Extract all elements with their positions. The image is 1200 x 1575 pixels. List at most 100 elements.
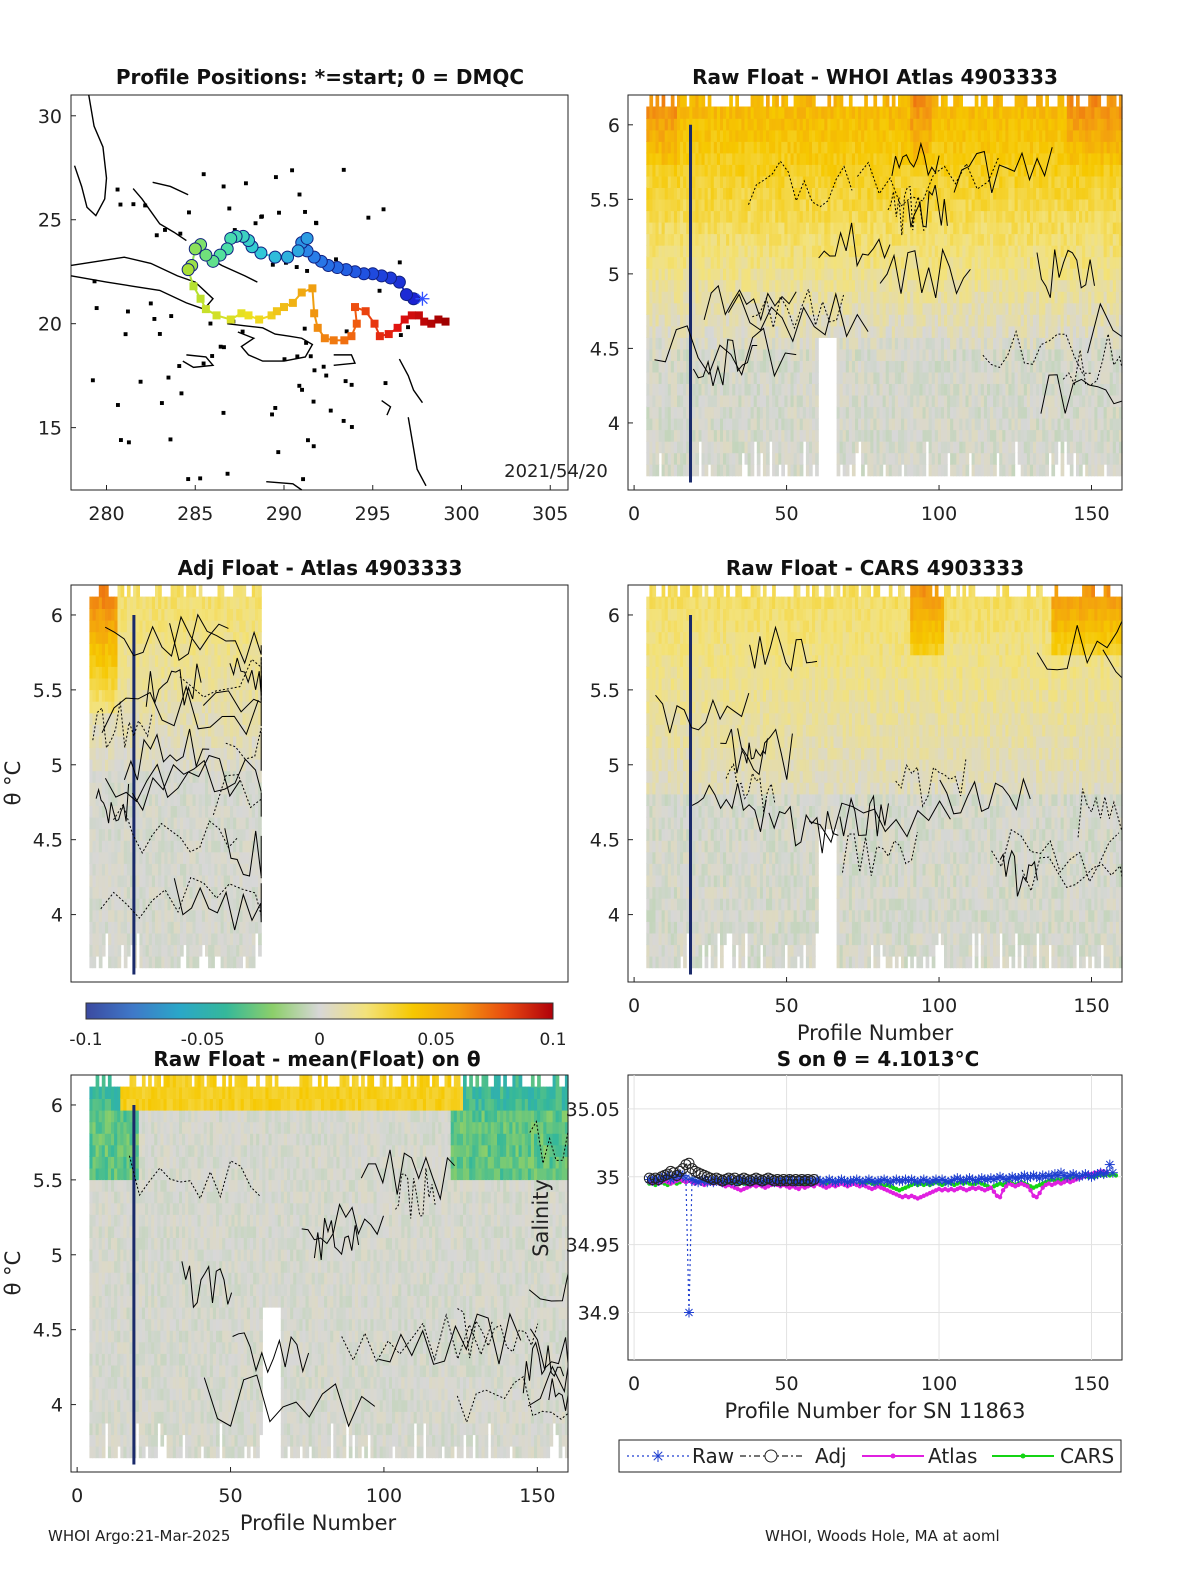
heatmap-cell — [839, 95, 844, 108]
heatmap-cell — [689, 95, 693, 108]
heatmap-cell — [944, 279, 948, 292]
heatmap-cell — [910, 221, 914, 235]
heatmap-cell — [830, 106, 835, 119]
heatmap-cell — [664, 429, 669, 442]
heatmap-cell — [655, 221, 660, 235]
heatmap-cell — [937, 175, 942, 188]
heatmap-cell — [848, 152, 853, 165]
heatmap-cell — [885, 210, 890, 223]
heatmap-cell — [910, 233, 914, 246]
heatmap-cell — [762, 452, 767, 465]
heatmap-cell — [726, 221, 730, 235]
heatmap-cell — [855, 337, 859, 350]
heatmap-cell — [680, 464, 684, 477]
island-dot — [118, 438, 123, 442]
heatmap-cell — [677, 141, 681, 154]
heatmap-cell — [937, 440, 942, 454]
heatmap-cell — [762, 221, 767, 235]
heatmap-cell — [1054, 440, 1059, 454]
heatmap-cell — [738, 337, 743, 350]
heatmap-cell — [781, 233, 785, 246]
heatmap-cell — [898, 175, 902, 188]
heatmap-cell — [753, 429, 758, 442]
heatmap-cell — [775, 129, 779, 142]
heatmap-cell — [787, 314, 792, 327]
heatmap-cell — [704, 129, 709, 142]
heatmap-cell — [762, 383, 767, 396]
heatmap-cell — [658, 440, 663, 454]
island-dot — [163, 227, 167, 232]
heatmap-cell — [686, 256, 690, 269]
heatmap-cell — [670, 106, 675, 119]
heatmap-cell — [704, 152, 709, 165]
heatmap-cell — [812, 106, 816, 119]
island-dot — [201, 172, 206, 177]
heatmap-cell — [664, 371, 669, 384]
heatmap-cell — [836, 337, 841, 350]
heatmap-cell — [781, 141, 785, 154]
heatmap-cell — [901, 244, 905, 258]
heatmap-cell — [827, 244, 832, 258]
heatmap-cell — [879, 371, 884, 384]
heatmap-cell — [735, 429, 739, 442]
heatmap-cell — [901, 141, 905, 154]
heatmap-cell — [716, 233, 721, 246]
heatmap-cell — [732, 429, 736, 442]
heatmap-cell — [898, 267, 902, 281]
heatmap-cell — [818, 152, 822, 165]
heatmap-cell — [680, 394, 684, 408]
heatmap-cell — [913, 233, 917, 246]
heatmap-cell — [646, 417, 650, 431]
heatmap-cell — [769, 360, 773, 373]
heatmap-cell — [680, 106, 684, 119]
heatmap-cell — [784, 267, 789, 281]
heatmap-cell — [686, 452, 690, 465]
heatmap-cell — [701, 106, 706, 119]
heatmap-cell — [695, 452, 700, 465]
heatmap-cell — [845, 279, 850, 292]
heatmap-cell — [680, 198, 684, 212]
heatmap-cell — [864, 394, 868, 408]
heatmap-cell — [882, 383, 887, 396]
heatmap-cell — [894, 348, 899, 361]
heatmap-cell — [833, 233, 838, 246]
heatmap-cell — [907, 279, 911, 292]
island-dot — [334, 257, 338, 262]
heatmap-cell — [864, 383, 868, 396]
heatmap-cell — [713, 187, 718, 200]
heatmap-cell — [861, 452, 865, 465]
heatmap-cell — [922, 152, 927, 165]
heatmap-cell — [677, 210, 681, 223]
heatmap-cell — [720, 452, 724, 465]
heatmap-cell — [772, 106, 776, 119]
heatmap-cell — [925, 256, 930, 269]
heatmap-cell — [845, 314, 850, 327]
heatmap-cell — [904, 291, 908, 304]
heatmap-cell — [934, 348, 939, 361]
heatmap-cell — [861, 256, 865, 269]
heatmap-cell — [882, 452, 887, 465]
heatmap-cell — [867, 221, 871, 235]
heatmap-cell — [698, 233, 703, 246]
heatmap-cell — [885, 440, 890, 454]
heatmap-cell — [680, 210, 684, 223]
heatmap-cell — [940, 152, 945, 165]
heatmap-cell — [885, 152, 890, 165]
heatmap-cell — [830, 210, 835, 223]
heatmap-cell — [931, 429, 936, 442]
heatmap-cell — [793, 406, 798, 419]
heatmap-cell — [851, 129, 856, 142]
heatmap-cell — [790, 129, 795, 142]
heatmap-cell — [753, 129, 758, 142]
heatmap-cell — [762, 175, 767, 188]
heatmap-cell — [723, 325, 727, 338]
heatmap-cell — [649, 325, 654, 338]
heatmap-cell — [937, 394, 942, 408]
heatmap-cell — [910, 141, 914, 154]
heatmap-cell — [885, 221, 890, 235]
heatmap-cell — [698, 152, 703, 165]
heatmap-cell — [888, 129, 893, 142]
heatmap-cell — [815, 325, 819, 338]
heatmap-cell — [870, 267, 874, 281]
heatmap-cell — [818, 256, 822, 269]
